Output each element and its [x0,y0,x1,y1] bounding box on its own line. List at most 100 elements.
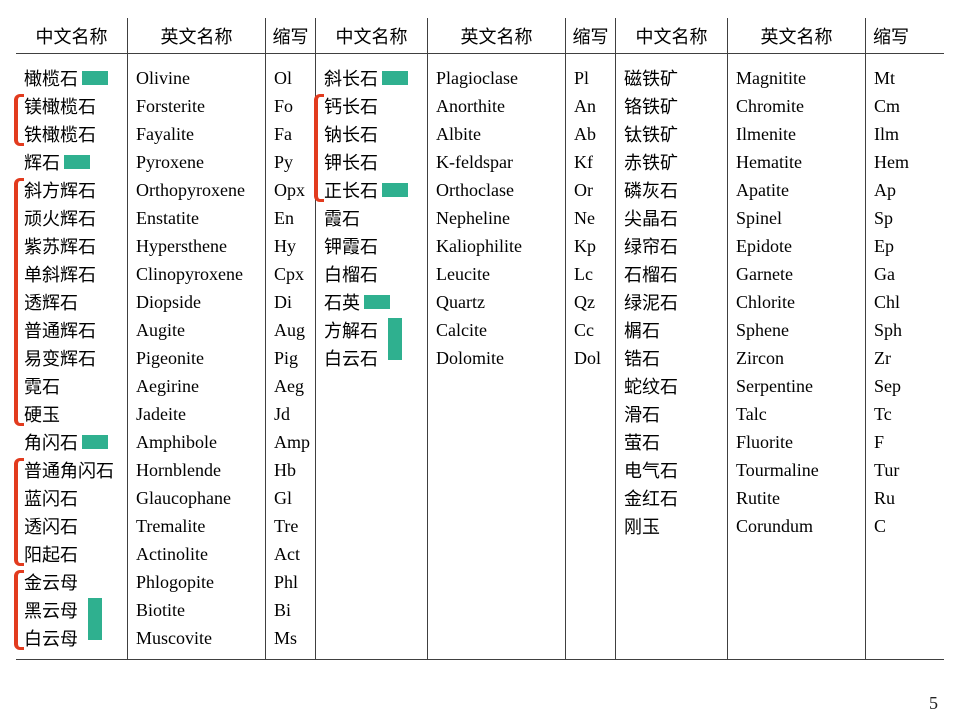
cell: Lc [574,260,611,288]
cell: Orthoclase [436,176,561,204]
cell: 金红石 [624,484,723,512]
cell: Ga [874,260,912,288]
bracket [14,178,24,426]
cell: Ab [574,120,611,148]
cell-text: Pig [274,348,298,369]
cell: Muscovite [136,624,261,652]
cell: Dolomite [436,344,561,372]
cell-text: Enstatite [136,208,199,229]
cell-text: 橄榄石 [24,65,78,91]
cell: Ne [574,204,611,232]
cell-text: Tremalite [136,516,205,537]
cell-text: 赤铁矿 [624,149,678,175]
cell-text: Orthopyroxene [136,180,245,201]
header-cell: 中文名称 [616,18,728,53]
cell-text: 透辉石 [24,289,78,315]
cell: Kp [574,232,611,260]
cell-text: Plagioclase [436,68,518,89]
cell: Py [274,148,311,176]
cell: Amp [274,428,311,456]
cell: Ap [874,176,912,204]
cell-text: 钛铁矿 [624,121,678,147]
cell-text: Muscovite [136,628,212,649]
cell: Apatite [736,176,861,204]
col-1-abbr: OlFoFaPyOpxEnHyCpxDiAugPigAegJdAmpHbGlTr… [266,54,316,660]
cell: Sph [874,316,912,344]
cell: 蛇纹石 [624,372,723,400]
cell: 透闪石 [24,512,123,540]
cell-text: Fluorite [736,432,793,453]
cell-text: Biotite [136,600,185,621]
cell-text: Augite [136,320,185,341]
cell-text: Mt [874,68,895,89]
cell-text: Ap [874,180,896,201]
cell-text: 榍石 [624,317,660,343]
cell-text: Jd [274,404,290,425]
cell: 榍石 [624,316,723,344]
cell: 普通辉石 [24,316,123,344]
cell: Act [274,540,311,568]
cell-text: 磷灰石 [624,177,678,203]
cell: Sp [874,204,912,232]
cell-text: 电气石 [624,457,678,483]
cell: Rutite [736,484,861,512]
cell-text: 石榴石 [624,261,678,287]
cell: 绿帘石 [624,232,723,260]
cell-text: 铬铁矿 [624,93,678,119]
cell-text: Pigeonite [136,348,204,369]
cell: 易变辉石 [24,344,123,372]
cell: Olivine [136,64,261,92]
cell-text: 金云母 [24,569,78,595]
cell-text: 硬玉 [24,401,60,427]
mineral-table: 中文名称英文名称缩写中文名称英文名称缩写中文名称英文名称缩写 橄榄石镁橄榄石铁橄… [16,18,944,698]
cell: 蓝闪石 [24,484,123,512]
cell-text: Spinel [736,208,782,229]
green-marker [364,295,390,309]
cell-text: 易变辉石 [24,345,96,371]
cell-text: Anorthite [436,96,505,117]
table-header: 中文名称英文名称缩写中文名称英文名称缩写中文名称英文名称缩写 [16,18,944,54]
cell: En [274,204,311,232]
cell: 钙长石 [324,92,423,120]
cell: 斜方辉石 [24,176,123,204]
cell-text: 尖晶石 [624,205,678,231]
cell: 石榴石 [624,260,723,288]
header-cell: 英文名称 [728,18,866,53]
cell: 电气石 [624,456,723,484]
cell: Pl [574,64,611,92]
cell-text: 单斜辉石 [24,261,96,287]
cell: 霞石 [324,204,423,232]
page-number: 5 [929,693,938,714]
cell-text: Bi [274,600,291,621]
cell: Tourmaline [736,456,861,484]
cell-text: 顽火辉石 [24,205,96,231]
cell-text: 磁铁矿 [624,65,678,91]
cell-text: Calcite [436,320,487,341]
bracket [14,94,24,146]
cell-text: Olivine [136,68,190,89]
cell: Bi [274,596,311,624]
cell: 尖晶石 [624,204,723,232]
cell-text: Gl [274,488,292,509]
cell: Pigeonite [136,344,261,372]
cell-text: Chromite [736,96,804,117]
cell-text: Hornblende [136,460,221,481]
cell-text: Albite [436,124,481,145]
cell: 镁橄榄石 [24,92,123,120]
cell: 铬铁矿 [624,92,723,120]
cell-text: Sep [874,376,901,397]
cell-text: Quartz [436,292,485,313]
cell-text: Phl [274,572,298,593]
cell-text: Zircon [736,348,784,369]
cell: Actinolite [136,540,261,568]
cell-text: 透闪石 [24,513,78,539]
cell: Calcite [436,316,561,344]
col-3-zh: 磁铁矿铬铁矿钛铁矿赤铁矿磷灰石尖晶石绿帘石石榴石绿泥石榍石锆石蛇纹石滑石萤石电气… [616,54,728,660]
cell-text: Orthoclase [436,180,514,201]
cell-text: Diopside [136,292,201,313]
cell: Hypersthene [136,232,261,260]
cell-text: Dolomite [436,348,504,369]
cell-text: 钾长石 [324,149,378,175]
col-1-zh: 橄榄石镁橄榄石铁橄榄石辉石斜方辉石顽火辉石紫苏辉石单斜辉石透辉石普通辉石易变辉石… [16,54,128,660]
cell: Biotite [136,596,261,624]
